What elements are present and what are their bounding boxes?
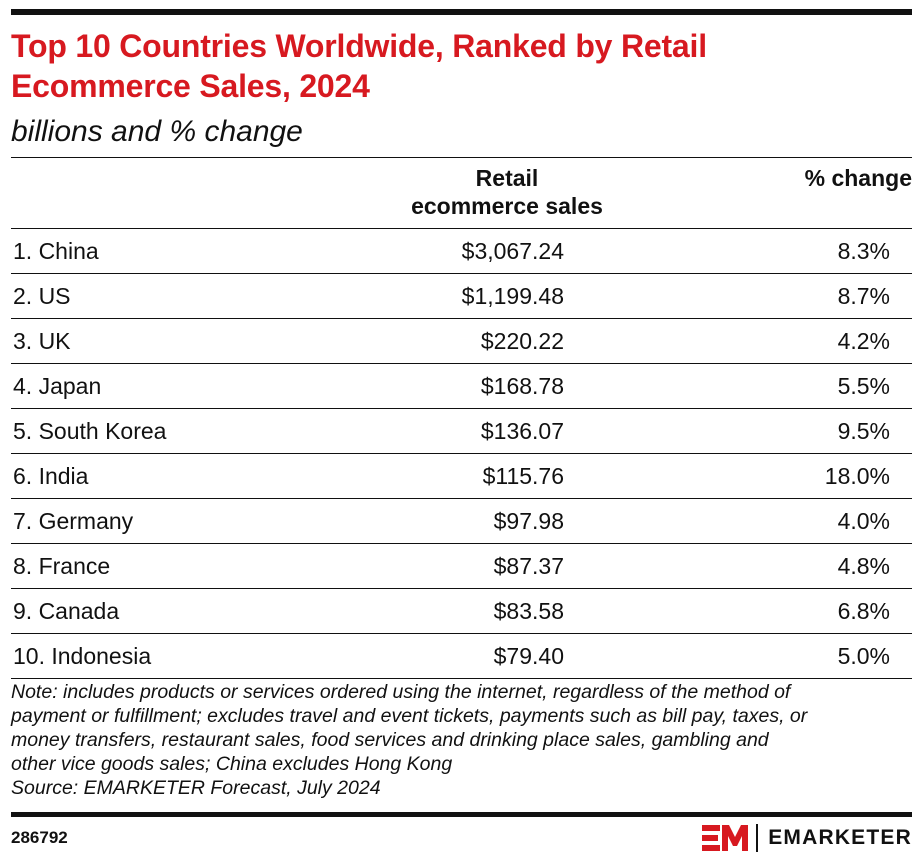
table-row: 9. Canada $83.58 6.8%: [11, 589, 912, 634]
country-name: 8. France: [13, 553, 111, 579]
pct-change-value: 5.0%: [837, 643, 890, 669]
brand-logo: EMARKETER: [702, 822, 912, 854]
pct-change-value: 4.8%: [837, 553, 890, 579]
country-name: 5. South Korea: [13, 418, 167, 444]
data-table: Retail ecommerce sales % change 1. China…: [11, 157, 912, 679]
header-sales-line-2: ecommerce sales: [411, 193, 603, 219]
table-row: 1. China $3,067.24 8.3%: [11, 229, 912, 274]
table-header: Retail ecommerce sales % change: [11, 157, 912, 229]
sales-value: $3,067.24: [461, 238, 564, 264]
note-line: payment or fulfillment; excludes travel …: [11, 705, 808, 727]
pct-change-value: 9.5%: [837, 418, 890, 444]
sales-value: $79.40: [493, 643, 564, 669]
title-line-2: Ecommerce Sales, 2024: [11, 68, 370, 104]
country-name: 2. US: [13, 283, 71, 309]
sales-value: $87.37: [493, 553, 564, 579]
brand-name: EMARKETER: [768, 826, 912, 849]
table-row: 7. Germany $97.98 4.0%: [11, 499, 912, 544]
top-rule: [11, 9, 912, 15]
country-name: 10. Indonesia: [13, 643, 152, 669]
pct-change-value: 18.0%: [824, 463, 890, 489]
table-body: 1. China $3,067.24 8.3% 2. US $1,199.48 8.7% 3…: [11, 229, 912, 679]
country-name: 1. China: [13, 238, 99, 264]
pct-change-value: 4.2%: [837, 328, 890, 354]
country-name: 6. India: [13, 463, 89, 489]
chart-title: Top 10 Countries Worldwide, Ranked by Re…: [11, 26, 911, 106]
chart-note: Note: includes products or services orde…: [11, 680, 911, 800]
sales-value: $115.76: [482, 463, 564, 489]
note-line: Note: includes products or services orde…: [11, 681, 791, 703]
pct-change-value: 8.3%: [837, 238, 890, 264]
pct-change-value: 5.5%: [837, 373, 890, 399]
title-line-1: Top 10 Countries Worldwide, Ranked by Re…: [11, 28, 707, 64]
table-row: 2. US $1,199.48 8.7%: [11, 274, 912, 319]
pct-change-value: 6.8%: [837, 598, 890, 624]
sales-value: $136.07: [480, 418, 564, 444]
bottom-rule: [11, 812, 912, 817]
table-row: 8. France $87.37 4.8%: [11, 544, 912, 589]
table-row: 5. South Korea $136.07 9.5%: [11, 409, 912, 454]
header-sales: Retail ecommerce sales: [377, 164, 637, 220]
chart-subtitle: billions and % change: [11, 115, 303, 148]
sales-value: $168.78: [480, 373, 564, 399]
country-name: 7. Germany: [13, 508, 134, 534]
note-line: money transfers, restaurant sales, food …: [11, 729, 769, 751]
country-name: 9. Canada: [13, 598, 120, 624]
header-sales-line-1: Retail: [475, 165, 539, 191]
brand-divider: [756, 824, 759, 852]
em-logo-mark-icon: [702, 825, 749, 851]
note-line: other vice goods sales; China excludes H…: [11, 753, 453, 775]
sales-value: $220.22: [480, 328, 564, 354]
table-row: 4. Japan $168.78 5.5%: [11, 364, 912, 409]
table-row: 3. UK $220.22 4.2%: [11, 319, 912, 364]
pct-change-value: 4.0%: [837, 508, 890, 534]
table-row: 10. Indonesia $79.40 5.0%: [11, 634, 912, 679]
sales-value: $97.98: [493, 508, 564, 534]
source-line: Source: EMARKETER Forecast, July 2024: [11, 777, 381, 799]
header-pct-change: % change: [804, 165, 912, 191]
pct-change-value: 8.7%: [837, 283, 890, 309]
country-name: 3. UK: [13, 328, 71, 354]
table-row: 6. India $115.76 18.0%: [11, 454, 912, 499]
sales-value: $83.58: [493, 598, 564, 624]
sales-value: $1,199.48: [461, 283, 564, 309]
country-name: 4. Japan: [13, 373, 102, 399]
chart-id: 286792: [11, 828, 68, 847]
